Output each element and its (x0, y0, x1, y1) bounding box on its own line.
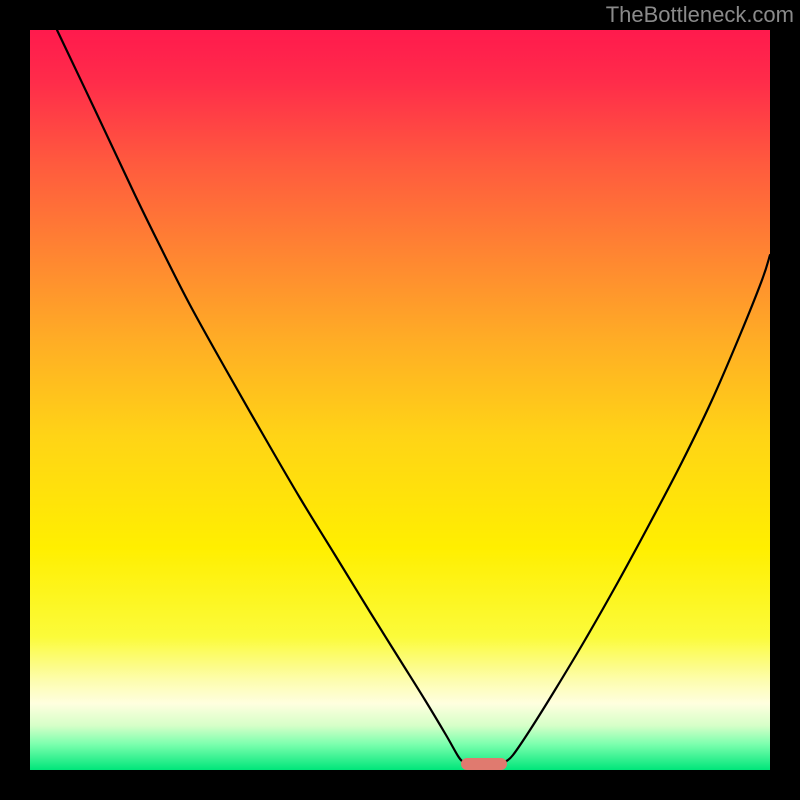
bottleneck-chart (0, 0, 800, 800)
attribution-label: TheBottleneck.com (606, 2, 794, 28)
optimal-marker (461, 758, 507, 770)
chart-container: TheBottleneck.com (0, 0, 800, 800)
